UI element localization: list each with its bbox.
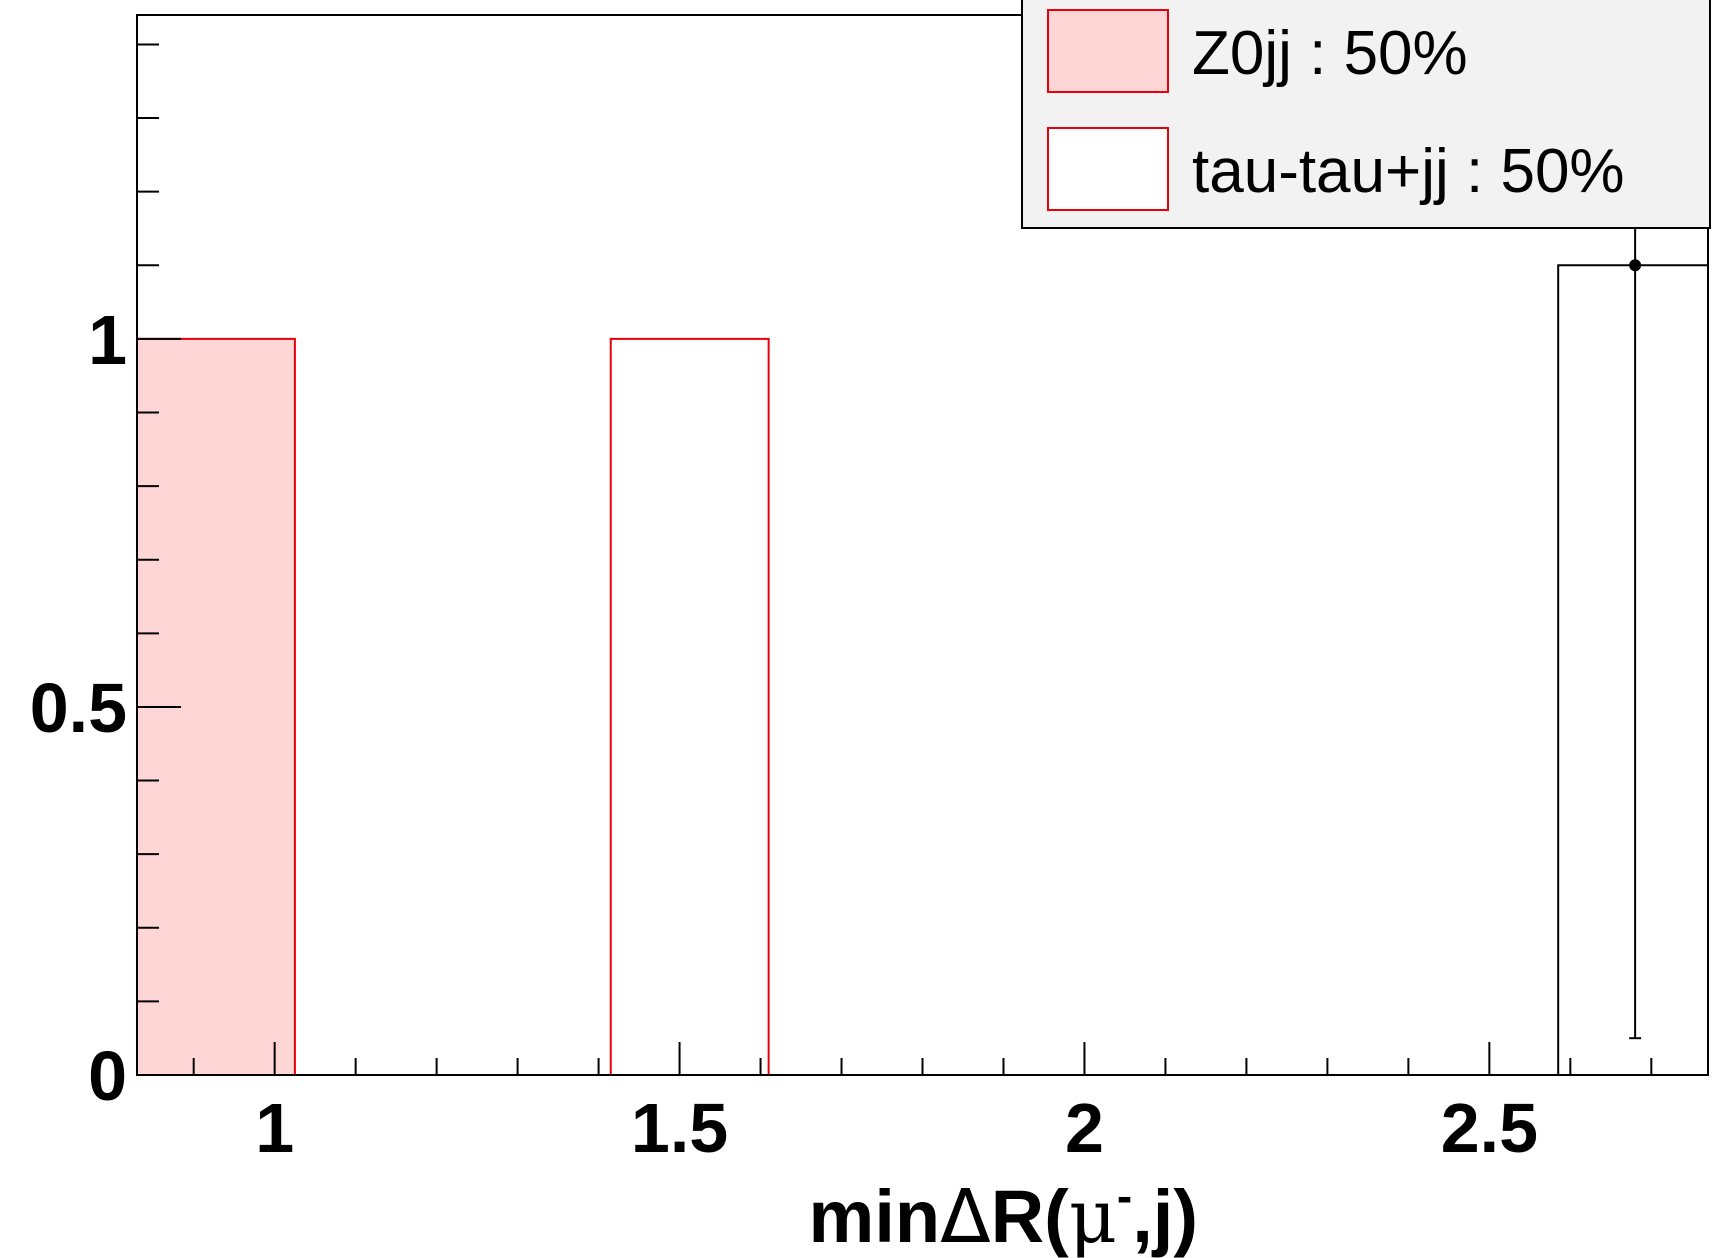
x-tick-label: 2.5 — [1441, 1089, 1538, 1167]
x-axis-title: minΔR(μ-,j) — [809, 1170, 1198, 1258]
y-tick-label: 0.5 — [30, 669, 127, 747]
legend-swatch-z0jj — [1047, 9, 1169, 93]
x-axis-title-superscript: - — [1117, 1170, 1132, 1222]
x-axis-title-rest: ,j) — [1132, 1175, 1198, 1258]
x-axis-title-min: min — [809, 1175, 941, 1258]
legend-swatch-tau-tau-jj — [1047, 127, 1169, 211]
y-tick-label: 1 — [88, 301, 127, 379]
data-point-marker — [1629, 259, 1642, 272]
data-histogram-outline — [1557, 264, 1708, 1075]
x-axis-title-delta: Δ — [940, 1174, 991, 1258]
y-tick-label: 0 — [88, 1037, 127, 1115]
x-tick-label: 2 — [1065, 1089, 1104, 1167]
x-axis-title-mu: μ — [1069, 1174, 1117, 1258]
bar-series1-bin0 — [609, 337, 770, 1076]
tick-labels: 0 0.5 1 1 1.5 2 2.5 — [30, 301, 1538, 1167]
bars-layer — [136, 337, 770, 1076]
x-tick-label: 1.5 — [631, 1089, 728, 1167]
x-tick-label: 1 — [255, 1089, 294, 1167]
legend: Z0jj : 50% tau-tau+jj : 50% — [1021, 0, 1711, 229]
legend-label-tau-tau-jj: tau-tau+jj : 50% — [1192, 137, 1625, 206]
legend-label-z0jj: Z0jj : 50% — [1192, 19, 1468, 88]
axis-ticks — [137, 43, 1653, 1076]
x-axis-title-r: R( — [991, 1175, 1069, 1258]
